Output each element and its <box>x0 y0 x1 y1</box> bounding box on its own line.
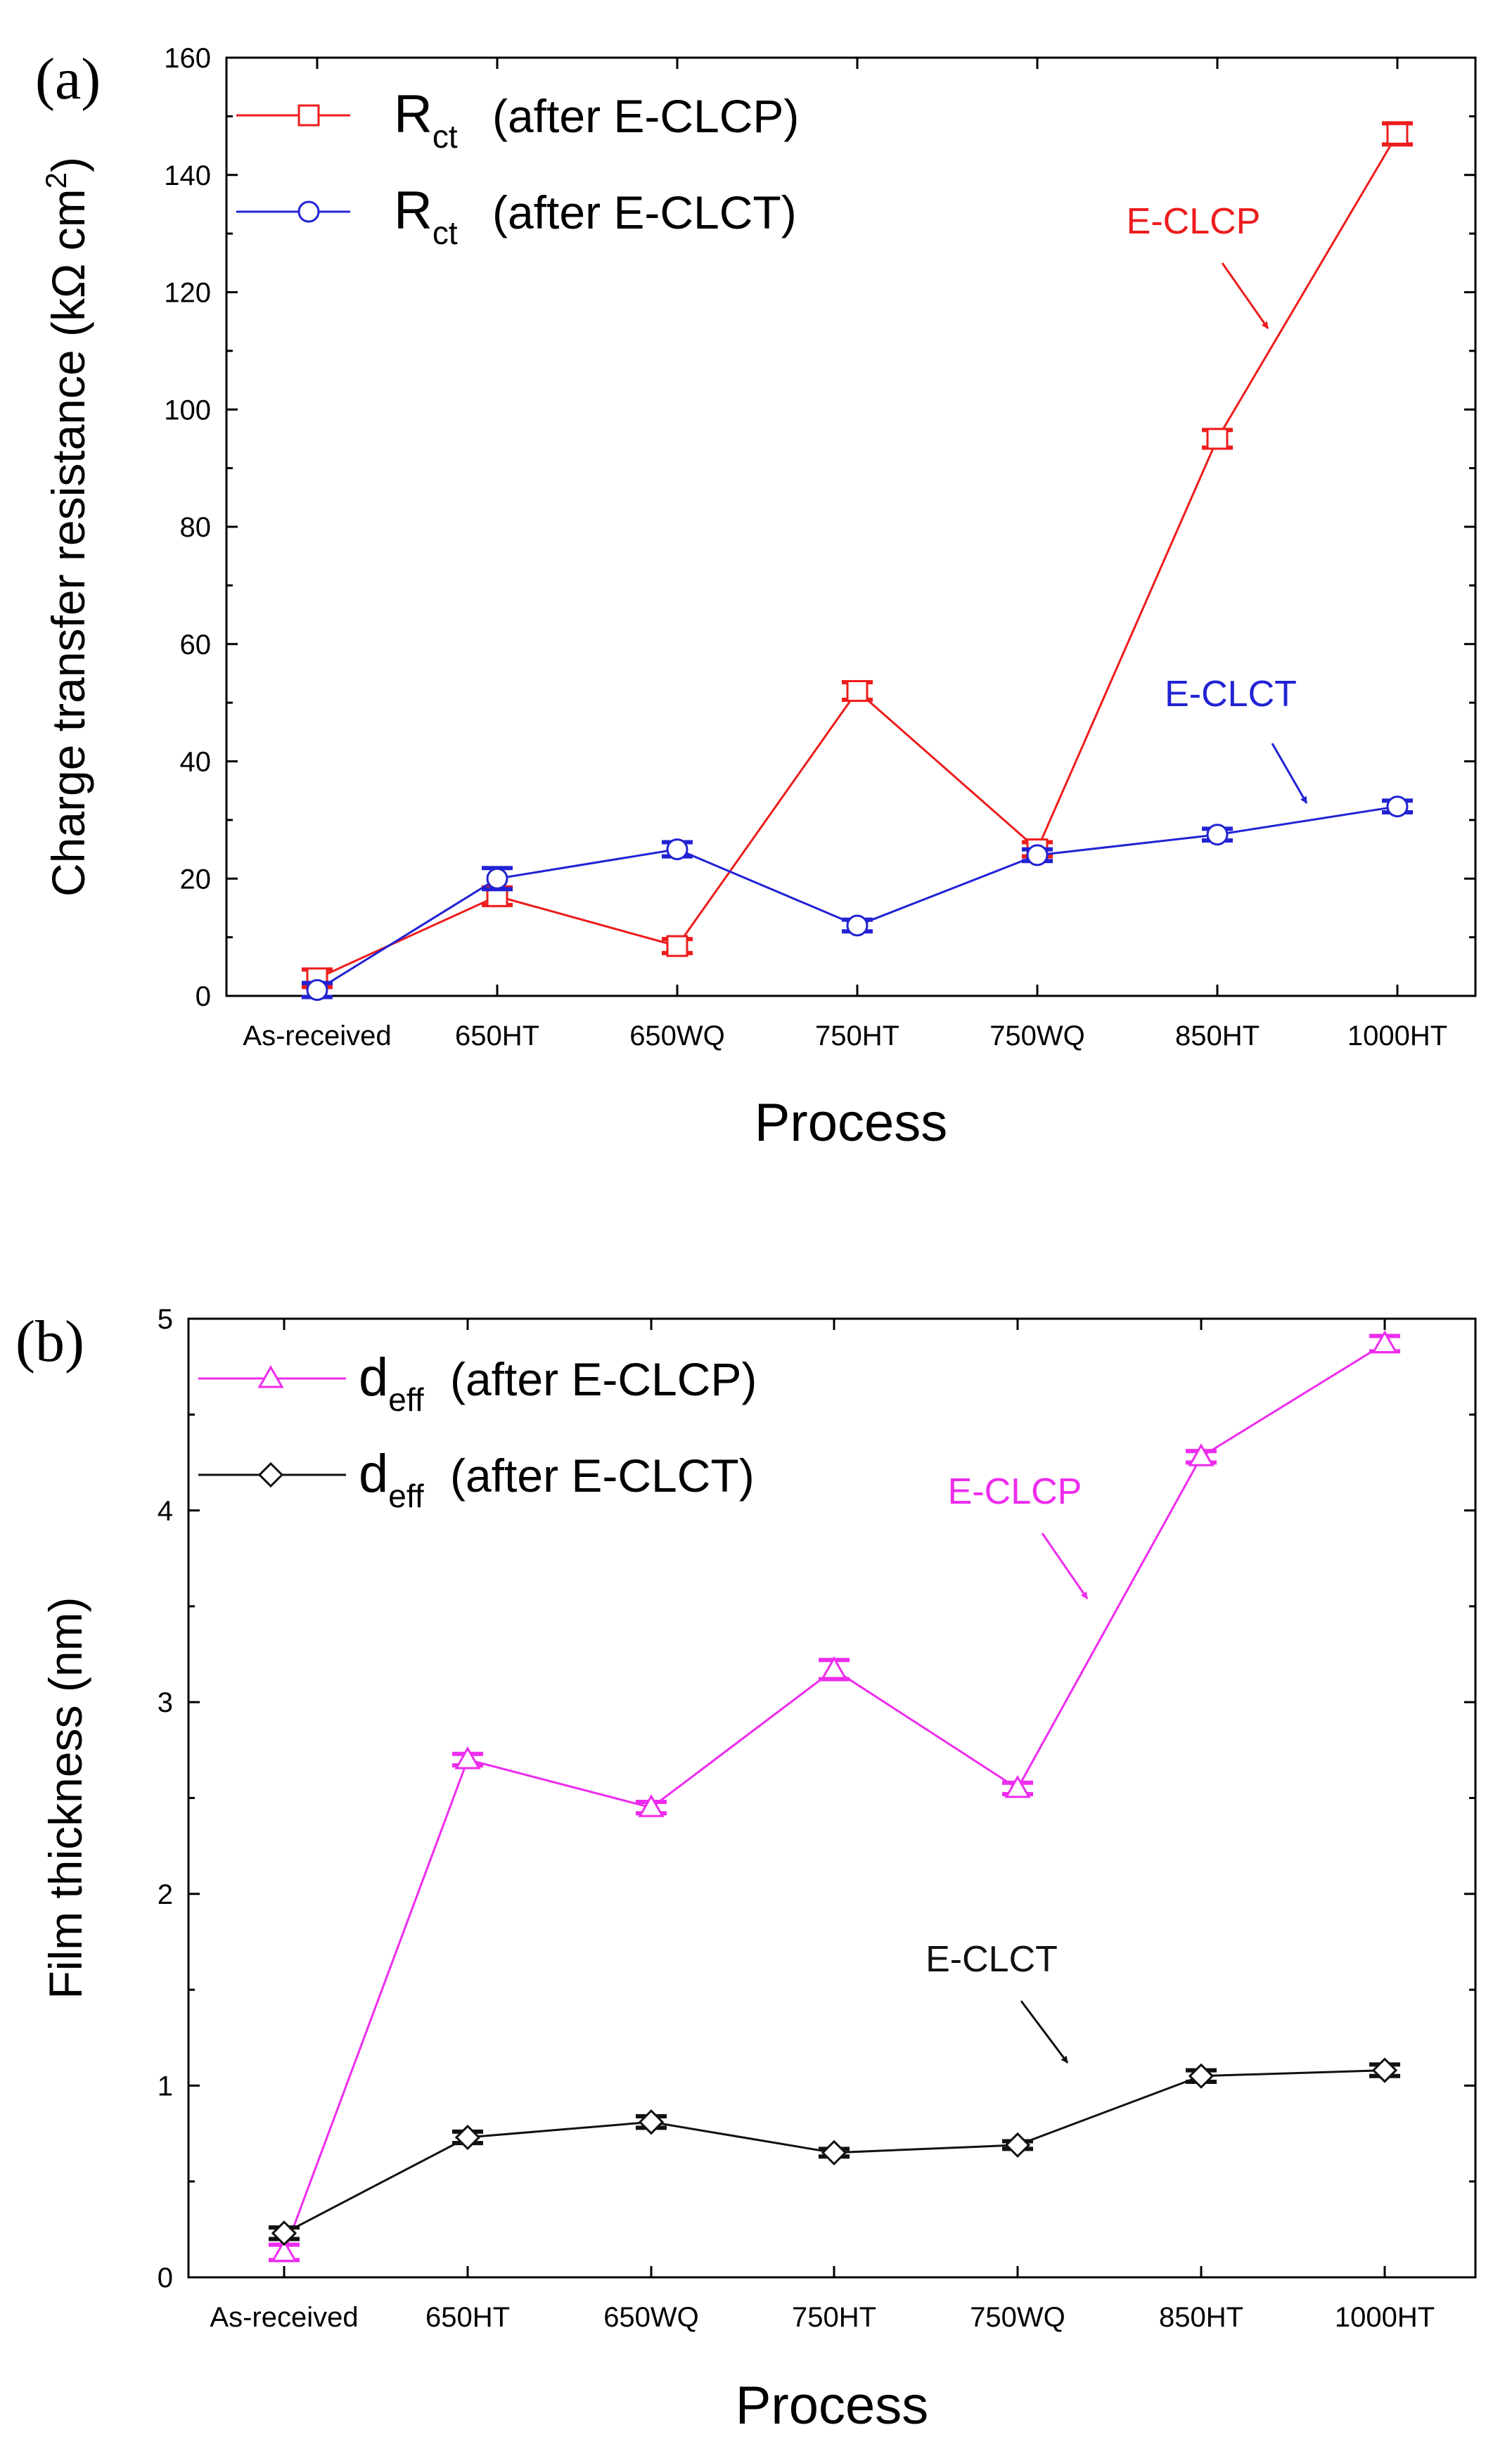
data-point-circle <box>666 838 688 861</box>
y-tick-label: 40 <box>180 747 212 778</box>
x-tick-label: 750WQ <box>970 2302 1065 2333</box>
data-point-triangle <box>1188 1443 1215 1466</box>
x-tick-label: 650HT <box>425 2302 510 2333</box>
data-point-circle <box>1206 824 1229 846</box>
data-point-square <box>1386 122 1409 145</box>
data-point-square <box>846 679 869 702</box>
chart-panel-a: 0 20 40 60 80 100 120 140 160 As-received 650HT 650… <box>35 43 1477 1153</box>
data-point-diamond <box>1188 2063 1215 2089</box>
data-point-triangle <box>271 2239 297 2263</box>
y-tick-label: 100 <box>164 395 211 426</box>
data-point-circle <box>297 200 320 223</box>
data-point-triangle <box>454 1746 481 1770</box>
data-point-circle <box>1026 844 1049 866</box>
y-tick-label: 3 <box>158 1687 173 1718</box>
x-tick-label: 650WQ <box>629 1021 725 1051</box>
x-axis-label: Process <box>755 1093 948 1153</box>
data-point-square <box>666 935 688 957</box>
x-tick-label: 850HT <box>1175 1021 1260 1051</box>
y-tick-label: 0 <box>158 2263 173 2294</box>
annotation-arrow <box>1221 262 1269 329</box>
data-point-circle <box>846 914 869 937</box>
series-square <box>302 121 1413 990</box>
y-tick-label: 120 <box>164 278 211 309</box>
x-tick-label: 850HT <box>1159 2302 1243 2333</box>
data-point-diamond <box>257 1461 284 1488</box>
y-tick-label: 20 <box>180 864 212 895</box>
series-line <box>316 133 1399 980</box>
y-tick-label: 4 <box>158 1496 173 1527</box>
annotation-label: E-CLCP <box>948 1471 1082 1512</box>
series-triangle <box>269 1330 1400 2263</box>
x-tick-label: 750HT <box>815 1021 899 1051</box>
series-circle <box>302 795 1413 1002</box>
x-tick-label: 650WQ <box>603 2302 699 2333</box>
x-tick-label: As-received <box>243 1021 391 1051</box>
data-point-square <box>297 104 320 127</box>
legend-label: deff (after E-CLCP) <box>359 1348 757 1418</box>
legend-entry: Rct (after E-CLCT) <box>236 181 797 251</box>
data-point-circle <box>306 979 328 1002</box>
panel-label: (a) <box>35 46 101 112</box>
data-point-diamond <box>454 2124 481 2151</box>
y-tick-label: 80 <box>180 512 212 543</box>
annotation-arrow <box>1271 743 1308 804</box>
annotation-label: E-CLCT <box>925 1939 1058 1980</box>
legend-entry: Rct (after E-CLCP) <box>236 84 799 155</box>
x-tick-label: As-received <box>210 2302 358 2333</box>
y-tick-label: 140 <box>164 160 211 191</box>
data-point-triangle <box>1371 1330 1398 1353</box>
panel-label: (b) <box>15 1309 84 1374</box>
legend-entry: deff (after E-CLCP) <box>198 1348 757 1418</box>
x-tick-label: 1000HT <box>1347 1021 1447 1051</box>
data-point-diamond <box>821 2139 847 2165</box>
data-point-diamond <box>638 2109 665 2135</box>
data-point-diamond <box>1371 2057 1398 2083</box>
y-tick-label: 2 <box>158 1879 173 1910</box>
x-tick-label: 750HT <box>792 2302 876 2333</box>
chart-panel-b: 0 1 2 3 4 5 As-received 650HT 650WQ 750HT 750WQ 850… <box>15 1304 1477 2436</box>
series-line <box>283 1343 1385 2253</box>
y-tick-label: 1 <box>158 2071 173 2101</box>
y-axis-label: Film thickness (nm) <box>39 1597 91 1999</box>
y-tick-label: 5 <box>158 1304 173 1335</box>
y-tick-label: 160 <box>164 43 211 74</box>
data-point-triangle <box>821 1656 847 1680</box>
x-axis-label: Process <box>736 2376 929 2436</box>
data-point-triangle <box>257 1364 284 1388</box>
annotation-label: E-CLCP <box>1127 201 1261 242</box>
data-point-triangle <box>638 1794 665 1817</box>
y-tick-label: 60 <box>180 629 212 660</box>
data-point-diamond <box>271 2220 297 2246</box>
series-line <box>316 805 1398 991</box>
legend-label: Rct (after E-CLCP) <box>394 84 799 155</box>
data-point-circle <box>486 867 508 890</box>
legend-label: Rct (after E-CLCT) <box>394 181 797 251</box>
data-point-square <box>1206 428 1229 450</box>
data-point-diamond <box>1004 2132 1031 2158</box>
x-tick-label: 650HT <box>455 1021 539 1051</box>
legend-label: deff (after E-CLCT) <box>359 1444 755 1514</box>
annotation-label: E-CLCT <box>1165 674 1297 715</box>
annotation-arrow <box>1020 2000 1069 2064</box>
data-point-circle <box>1386 795 1409 818</box>
y-tick-label: 0 <box>196 981 211 1012</box>
legend-entry: deff (after E-CLCT) <box>198 1444 755 1514</box>
data-point-triangle <box>1004 1774 1031 1798</box>
x-tick-label: 1000HT <box>1335 2302 1435 2333</box>
y-axis-label: Charge transfer resistance (kΩ cm2) <box>39 157 94 897</box>
x-tick-label: 750WQ <box>989 1021 1085 1051</box>
series-diamond <box>269 2057 1400 2246</box>
annotation-arrow <box>1041 1533 1089 1599</box>
